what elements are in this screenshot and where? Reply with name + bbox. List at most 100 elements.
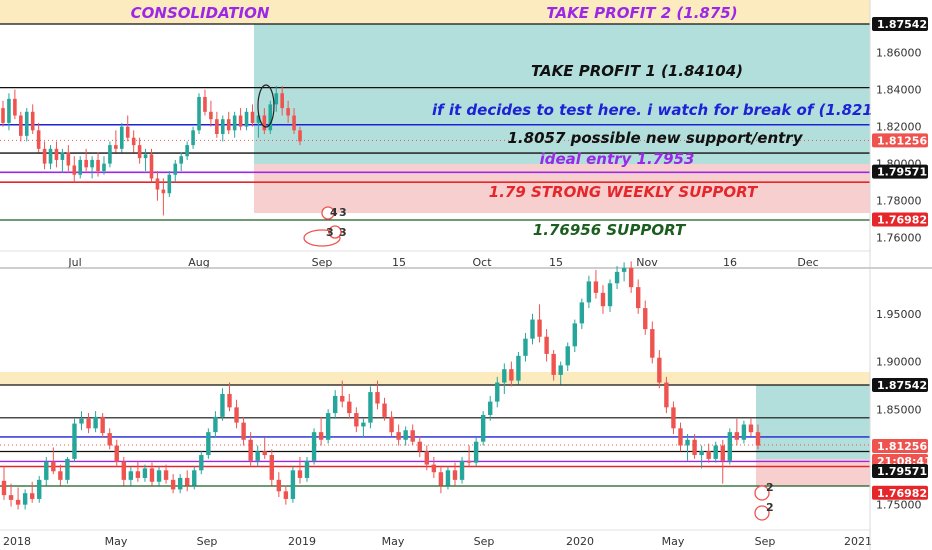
candle-body — [185, 477, 190, 486]
candle-body — [706, 451, 711, 459]
price-tag — [872, 212, 928, 227]
event-badge-count: 2 — [766, 481, 774, 494]
event-badge-icon[interactable] — [754, 505, 770, 521]
x-tick-label: Nov — [636, 256, 658, 269]
candle-body — [137, 145, 142, 159]
candle-body — [48, 148, 53, 164]
price-tag — [872, 485, 928, 500]
candle-body — [650, 329, 655, 358]
event-badge-count: 2 — [766, 501, 774, 514]
candle-body — [274, 93, 279, 105]
price-tag-label: 1.87542 — [877, 379, 927, 392]
candle-body — [600, 292, 606, 307]
y-tick-label: 1.90000 — [876, 356, 922, 369]
x-tick-label: Aug — [188, 256, 209, 269]
event-badges-top[interactable]: 4 3 3 3 — [303, 206, 347, 247]
candle-body — [29, 493, 35, 499]
candle-body — [382, 403, 387, 417]
event-badge-icon[interactable] — [328, 225, 342, 239]
candle-body — [102, 163, 106, 172]
candle-body — [452, 470, 458, 480]
candle-body — [755, 432, 761, 446]
candle-body — [255, 451, 260, 461]
candle-body — [227, 393, 232, 408]
candle-body — [250, 111, 255, 123]
bottom-panel[interactable]: 2 2 2018 May Sep 2019 May Sep 2020 May Sep 2021 1… — [0, 261, 932, 550]
bottom-candles — [1, 261, 761, 510]
candle-body — [108, 145, 112, 164]
candle-body — [1, 480, 7, 496]
candle-body — [155, 178, 160, 190]
candle-body — [22, 493, 28, 505]
candle-body — [438, 472, 444, 486]
consolidation-highlight-ellipse — [257, 84, 275, 128]
take-profit-1-label: TAKE PROFIT 1 (1.84104) — [531, 62, 743, 80]
stop-loss-zone — [756, 459, 870, 486]
candle-body — [8, 495, 14, 500]
candle-body — [495, 382, 500, 402]
candle-body — [445, 470, 451, 486]
candle-body — [244, 111, 249, 127]
bottom-y-axis: 1.95000 1.90000 1.85000 1.75000 — [876, 308, 922, 512]
candle-body — [232, 115, 237, 131]
take-profit-zone — [756, 385, 870, 459]
candle-body — [191, 130, 195, 146]
candle-body — [234, 407, 239, 423]
candle-body — [292, 115, 296, 131]
candle-body — [65, 458, 70, 480]
candle-body — [93, 416, 98, 429]
candle-body — [156, 470, 162, 482]
candle-body — [15, 499, 21, 505]
candle-body — [262, 451, 267, 456]
candle-body — [163, 470, 169, 480]
candle-body — [213, 416, 218, 433]
x-tick-label: May — [382, 535, 405, 548]
candle-body — [170, 479, 176, 490]
candle-body — [203, 96, 207, 112]
event-badge-count: 4 — [330, 206, 338, 219]
candle-body — [318, 432, 324, 440]
event-badge-icon[interactable] — [754, 485, 770, 501]
candle-body — [417, 441, 422, 452]
price-tag — [872, 17, 928, 31]
candle-body — [248, 439, 253, 461]
candle-body — [226, 119, 231, 131]
take-profit-2-label: TAKE PROFIT 2 (1.875) — [546, 4, 737, 22]
y-tick-label: 1.75000 — [876, 499, 922, 512]
candle-body — [199, 455, 204, 471]
candle-body — [621, 268, 627, 272]
candle-body — [657, 357, 662, 383]
price-tag — [872, 378, 928, 392]
support-label: 1.76956 SUPPORT — [533, 221, 687, 239]
candle-body — [325, 413, 331, 440]
candle-body — [523, 338, 528, 356]
y-tick-label: 1.78000 — [876, 195, 922, 208]
x-tick-label: May — [662, 535, 685, 548]
candle-body — [256, 115, 261, 123]
candle-body — [192, 470, 197, 486]
candle-body — [607, 283, 613, 307]
candle-body — [179, 156, 183, 164]
candle-body — [692, 439, 697, 456]
candle-body — [42, 148, 47, 164]
candle-body — [340, 395, 345, 402]
test-break-label: if it decides to test here. i watch for … — [432, 101, 873, 119]
candle-body — [121, 461, 126, 480]
candle-body — [643, 308, 648, 330]
candle-body — [699, 451, 704, 456]
event-badges-bottom[interactable]: 2 2 — [754, 481, 774, 521]
top-level-lines — [0, 23, 870, 221]
candle-body — [741, 424, 747, 440]
candle-body — [114, 445, 119, 462]
bottom-level-lines — [0, 384, 870, 487]
x-tick-label: 15 — [392, 256, 406, 269]
top-panel[interactable]: CONSOLIDATION TAKE PROFIT 2 (1.875) TAKE… — [0, 0, 928, 269]
event-badge-icon[interactable] — [321, 206, 335, 220]
candle-body — [304, 460, 310, 478]
candle-body — [24, 111, 29, 136]
candle-body — [664, 382, 669, 408]
x-tick-label: Sep — [755, 535, 776, 548]
candle-body — [36, 130, 41, 149]
candle-body — [72, 423, 77, 459]
